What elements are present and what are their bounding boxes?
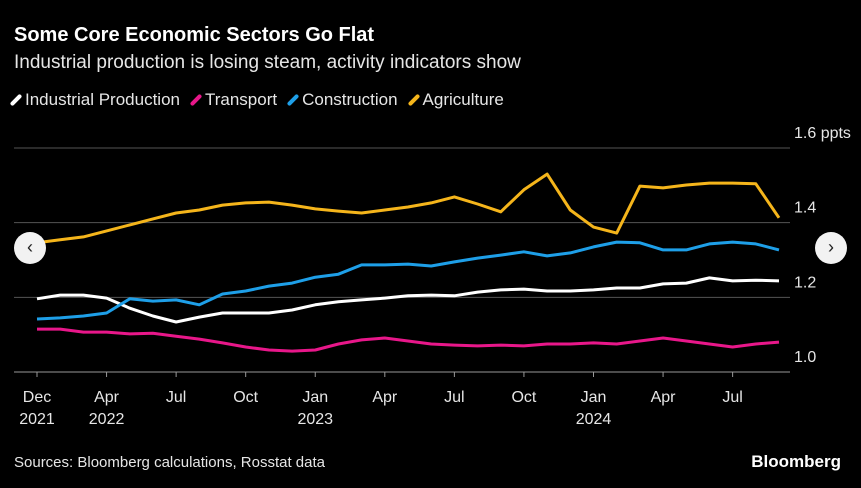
legend-marker xyxy=(286,93,300,107)
x-tick-label: Apr 2022 xyxy=(88,389,125,428)
x-tick-label: Apr xyxy=(372,389,398,406)
x-tick-label: Jul xyxy=(722,389,743,406)
x-tick-label: Apr xyxy=(650,389,676,406)
source: Sources: Bloomberg calculations, Rosstat… xyxy=(14,454,325,471)
series-line xyxy=(37,327,780,353)
legend: Industrial Production Transport Constructi… xyxy=(9,90,504,110)
legend-item: Construction xyxy=(286,90,398,110)
legend-label: Agriculture xyxy=(422,90,504,109)
x-tick-label: Dec 2021 xyxy=(19,389,55,428)
series-line xyxy=(36,276,780,324)
prev-button[interactable]: ‹ xyxy=(14,232,46,264)
legend-item: Agriculture xyxy=(407,90,504,110)
legend-label: Construction xyxy=(302,90,398,109)
x-tick-label: Jul xyxy=(444,389,465,406)
series-line xyxy=(36,240,780,321)
y-tick-label: 1.4 xyxy=(794,200,816,217)
legend-marker xyxy=(189,93,203,107)
y-tick-label: 1.6 ppts xyxy=(794,125,851,142)
y-tick-label: 1.2 xyxy=(794,274,816,291)
y-tick-label: 1.0 xyxy=(794,349,816,366)
legend-label: Transport xyxy=(204,90,278,109)
legend-label: Industrial Production xyxy=(25,90,180,109)
legend-item: Industrial Production xyxy=(9,90,180,110)
series-line xyxy=(36,172,781,245)
chart-subtitle: Industrial production is losing steam, a… xyxy=(14,52,521,73)
chart-title: Some Core Economic Sectors Go Flat xyxy=(14,24,375,46)
x-tick-label: Jul xyxy=(165,389,187,406)
x-tick-label: Oct xyxy=(511,389,537,406)
legend-item: Transport xyxy=(189,90,278,110)
brand: Bloomberg xyxy=(751,452,841,471)
x-tick-label: Oct xyxy=(233,389,259,406)
next-button[interactable]: › xyxy=(815,232,847,264)
legend-marker xyxy=(407,93,420,107)
x-tick-label: Jan 2024 xyxy=(575,389,612,428)
x-tick-label: Jan 2023 xyxy=(297,389,334,428)
